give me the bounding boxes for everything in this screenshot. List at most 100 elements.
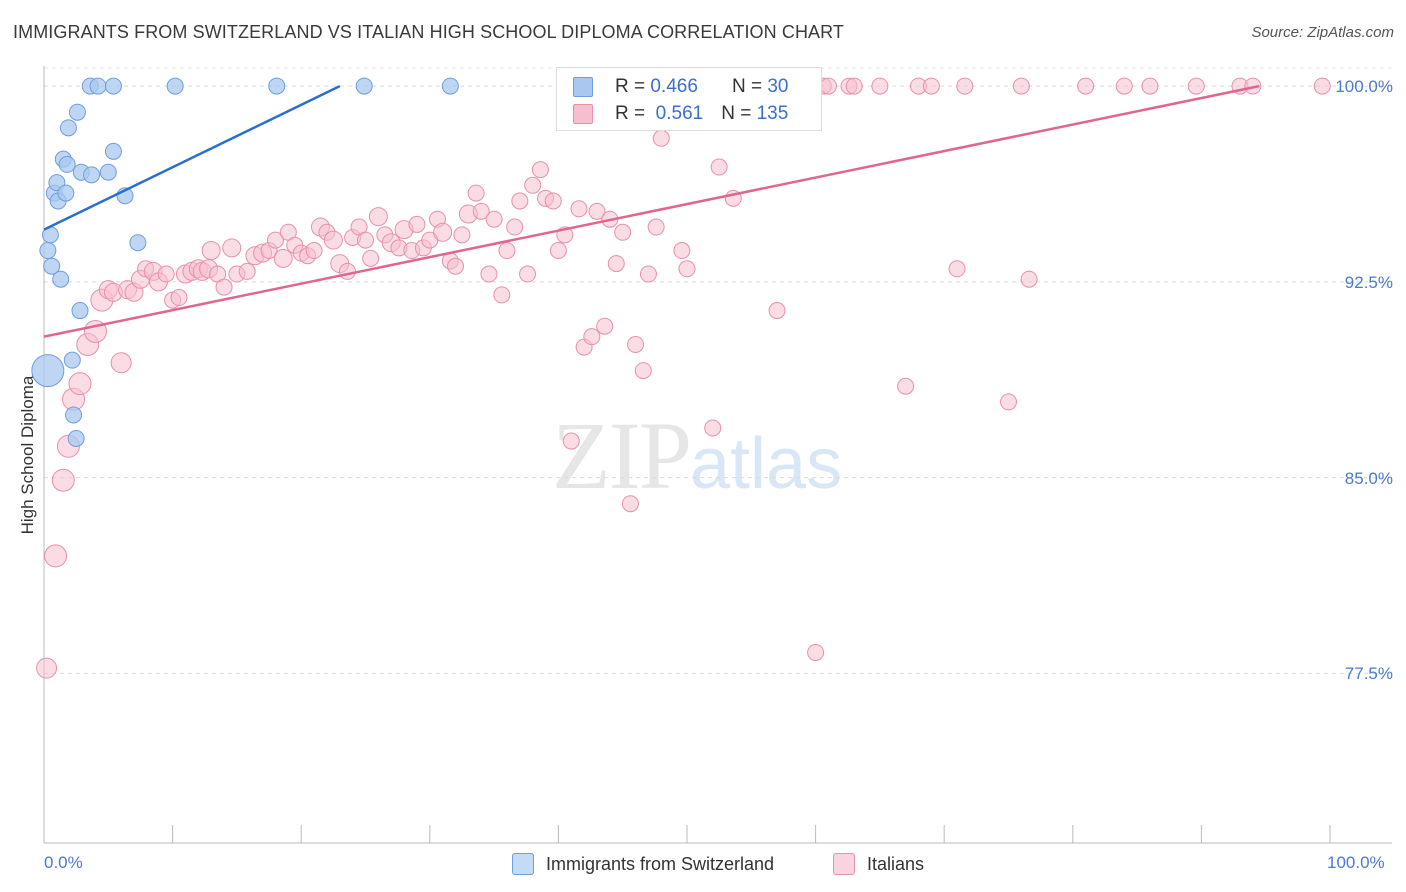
italians-point-128 (1077, 77, 1095, 95)
switzerland-point-16 (71, 302, 89, 320)
italians-point-94 (647, 218, 665, 236)
italians-point-108 (768, 302, 786, 320)
switzerland-point-9 (57, 184, 75, 202)
italians-point-18 (157, 265, 175, 283)
legend-swatch-switzerland (573, 77, 593, 97)
stats-legend: R = 0.466 N = 30 R = 0.561 N = 135 (556, 67, 822, 131)
italians-point-29 (222, 238, 242, 258)
italians-point-69 (485, 210, 503, 228)
italians-point-61 (433, 222, 453, 242)
italians-point-120 (897, 377, 915, 395)
legend-swatch-switzerland (512, 853, 534, 875)
italians-point-88 (607, 255, 625, 273)
italians-point-35 (266, 231, 284, 249)
watermark: ZIPatlas (552, 400, 842, 511)
italians-point-134 (1313, 77, 1331, 95)
italians-point-123 (948, 260, 966, 278)
switzerland-point-19 (99, 163, 117, 181)
switzerland-point-18 (83, 166, 101, 184)
italians-point-101 (710, 158, 728, 176)
switzerland-point-11 (59, 119, 77, 137)
italians-point-122 (922, 77, 940, 95)
italians-point-49 (357, 231, 374, 249)
italians-point-44 (323, 230, 343, 250)
italians-point-41 (305, 242, 323, 260)
italians-point-64 (453, 226, 471, 244)
italians-point-46 (338, 262, 356, 280)
italians-point-0 (36, 657, 58, 679)
italians-point-84 (583, 328, 601, 346)
italians-point-73 (511, 192, 529, 210)
italians-point-67 (472, 202, 490, 220)
n-value-switzerland: 30 (767, 76, 789, 97)
italians-point-126 (1012, 77, 1030, 95)
switzerland-point-14 (67, 429, 85, 447)
r-value-switzerland: 0.466 (650, 76, 698, 97)
italians-point-86 (596, 317, 614, 335)
italians-point-72 (506, 218, 524, 236)
switzerland-point-28 (355, 77, 373, 95)
legend-row-switzerland: R = 0.466 N = 30 (573, 74, 789, 100)
italians-point-5 (68, 372, 92, 396)
italians-point-11 (110, 352, 132, 374)
legend-row-italians: R = 0.561 N = 135 (573, 101, 789, 127)
italians-point-51 (368, 207, 388, 227)
italians-point-81 (562, 432, 580, 450)
switzerland-point-13 (65, 406, 83, 424)
italians-point-63 (447, 257, 465, 275)
italians-point-89 (614, 223, 632, 241)
y-tick-label-0: 100.0% (1335, 77, 1393, 97)
y-tick-label-1: 92.5% (1344, 272, 1393, 292)
switzerland-point-25 (104, 77, 122, 95)
watermark-zip: ZIP (552, 402, 692, 509)
y-tick-label-2: 85.0% (1344, 468, 1393, 488)
switzerland-point-0 (31, 354, 65, 388)
x-tick-label-min: 0.0% (44, 853, 83, 872)
italians-point-92 (634, 362, 652, 380)
italians-point-98 (678, 260, 696, 278)
italians-point-124 (956, 77, 974, 95)
italians-point-114 (807, 643, 825, 661)
legend-label-switzerland: Immigrants from Switzerland (546, 853, 775, 874)
italians-point-71 (498, 242, 516, 260)
x-tick-label-max: 100.0% (1327, 853, 1385, 872)
italians-point-91 (627, 335, 645, 353)
switzerland-point-22 (129, 234, 147, 252)
n-value-italians: 135 (756, 103, 789, 124)
legend-item-italians[interactable]: Italians (833, 852, 924, 876)
italians-point-131 (1187, 77, 1205, 95)
italians-point-57 (408, 215, 426, 233)
watermark-atlas: atlas (690, 424, 843, 504)
legend-item-switzerland[interactable]: Immigrants from Switzerland (512, 852, 774, 876)
italians-point-129 (1115, 77, 1133, 95)
italians-point-97 (673, 242, 691, 260)
legend-swatch-italians (833, 853, 855, 875)
italians-point-26 (201, 241, 221, 261)
italians-point-79 (549, 242, 567, 260)
source-credit: Source: ZipAtlas.com (1251, 24, 1394, 41)
r-label: R = (615, 76, 646, 97)
italians-point-76 (531, 161, 549, 179)
italians-point-90 (621, 495, 639, 513)
italians-point-82 (570, 200, 588, 218)
italians-point-125 (1000, 393, 1017, 411)
italians-point-75 (524, 176, 542, 194)
italians-point-116 (819, 77, 837, 95)
switzerland-point-27 (268, 77, 286, 95)
italians-point-20 (170, 289, 188, 307)
switzerland-trend-line (43, 84, 341, 231)
italians-point-95 (652, 129, 670, 147)
switzerland-point-3 (43, 257, 61, 275)
italians-point-70 (493, 286, 511, 304)
legend-label-italians: Italians (867, 853, 925, 874)
n-label: N = (721, 103, 752, 124)
italians-point-85 (588, 202, 606, 220)
italians-point-50 (362, 249, 380, 267)
italians-point-118 (845, 77, 863, 95)
n-label: N = (731, 76, 763, 97)
switzerland-point-24 (89, 77, 107, 95)
italians-point-127 (1020, 270, 1038, 288)
italians-point-74 (519, 265, 537, 283)
italians-point-66 (467, 184, 485, 202)
